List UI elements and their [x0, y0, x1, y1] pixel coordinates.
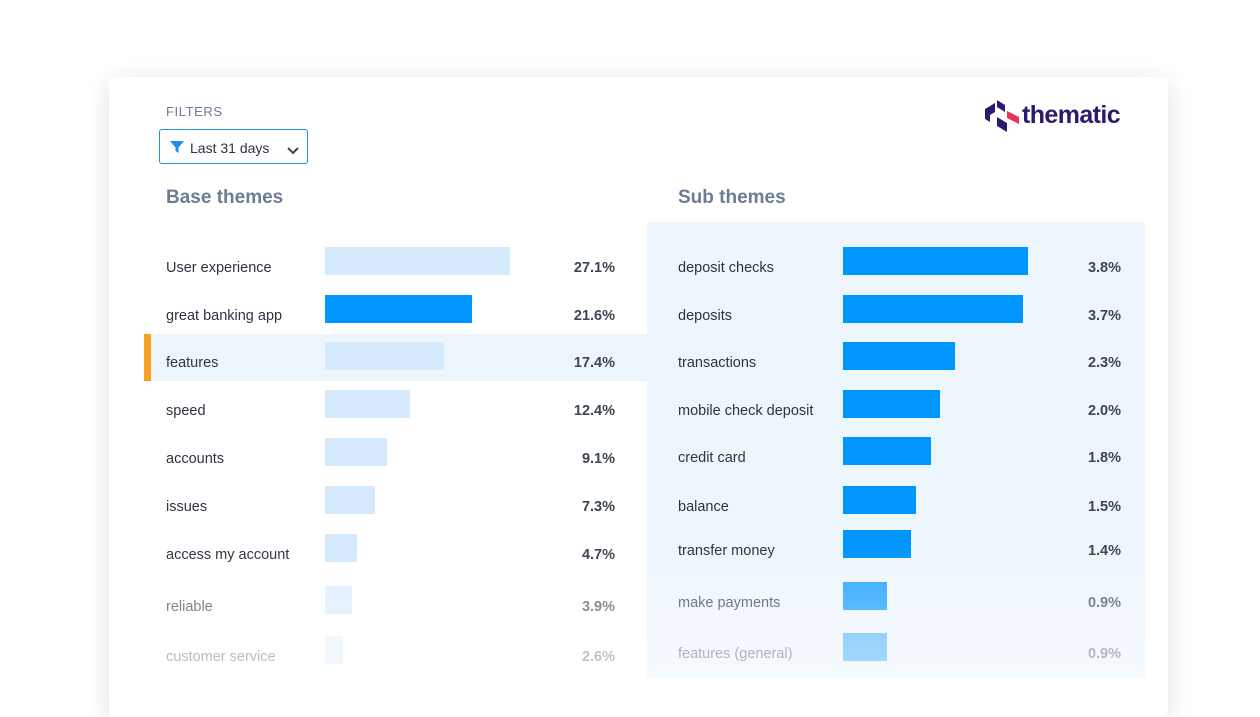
base-theme-label: features — [166, 355, 219, 371]
sub-theme-bar[interactable] — [843, 530, 911, 558]
base-theme-bar[interactable] — [325, 486, 375, 514]
sub-theme-label: features (general) — [678, 646, 793, 662]
sub-theme-percent: 2.0% — [1087, 403, 1121, 419]
sub-theme-row[interactable]: credit card 1.8% — [647, 434, 1145, 481]
date-filter-value: Last 31 days — [190, 140, 270, 156]
sub-theme-row[interactable]: deposits 3.7% — [647, 292, 1145, 339]
base-theme-label: User experience — [166, 260, 272, 276]
selected-row-marker — [144, 334, 151, 381]
sub-theme-bar[interactable] — [843, 247, 1028, 275]
base-theme-percent: 17.4% — [573, 355, 615, 371]
filter-icon — [170, 140, 184, 159]
base-theme-bar[interactable] — [325, 438, 387, 466]
sub-theme-row[interactable]: balance 1.5% — [647, 483, 1145, 530]
base-theme-label: reliable — [166, 599, 213, 615]
sub-theme-percent: 3.8% — [1087, 260, 1121, 276]
sub-theme-label: mobile check deposit — [678, 403, 814, 419]
base-theme-percent: 27.1% — [573, 260, 615, 276]
base-theme-row[interactable]: features 17.4% — [109, 339, 647, 386]
sub-theme-row[interactable]: transfer money 1.4% — [647, 527, 1145, 574]
base-themes-title: Base themes — [166, 187, 284, 208]
base-theme-label: access my account — [166, 547, 290, 563]
base-theme-percent: 12.4% — [573, 403, 615, 419]
base-theme-bar[interactable] — [325, 390, 410, 418]
sub-theme-percent: 2.3% — [1087, 355, 1121, 371]
sub-theme-label: make payments — [678, 595, 781, 611]
base-theme-bar[interactable] — [325, 342, 444, 370]
base-theme-label: speed — [166, 403, 206, 419]
chevron-down-icon — [287, 142, 299, 160]
base-theme-bar[interactable] — [325, 586, 352, 614]
base-theme-percent: 7.3% — [581, 499, 615, 515]
base-theme-percent: 2.6% — [581, 649, 615, 665]
base-theme-row[interactable]: speed 12.4% — [109, 387, 647, 434]
sub-themes-title: Sub themes — [678, 187, 786, 208]
sub-theme-percent: 1.5% — [1087, 499, 1121, 515]
sub-theme-row[interactable]: transactions 2.3% — [647, 339, 1145, 386]
thematic-logo-mark — [985, 100, 1019, 132]
sub-theme-bar[interactable] — [843, 342, 955, 370]
base-theme-label: issues — [166, 499, 208, 515]
sub-theme-row[interactable]: features (general) 0.9% — [647, 630, 1145, 677]
filters-label: FILTERS — [166, 104, 223, 119]
base-theme-percent: 21.6% — [573, 308, 615, 324]
sub-theme-label: deposit checks — [678, 260, 774, 276]
sub-theme-bar[interactable] — [843, 437, 931, 465]
thematic-logo-text: thematic — [1022, 101, 1121, 129]
base-theme-percent: 9.1% — [581, 451, 615, 467]
base-theme-bar[interactable] — [325, 295, 472, 323]
sub-theme-percent: 1.8% — [1087, 450, 1121, 466]
base-theme-row[interactable]: great banking app 21.6% — [109, 292, 647, 339]
sub-theme-percent: 0.9% — [1087, 646, 1121, 662]
sub-theme-label: balance — [678, 499, 729, 515]
base-theme-bar[interactable] — [325, 636, 343, 664]
base-theme-row[interactable]: customer service 2.6% — [109, 633, 647, 680]
sub-theme-label: transfer money — [678, 543, 775, 559]
theme-dashboard-card: FILTERS Last 31 days thematic Base theme… — [109, 77, 1168, 717]
base-theme-label: customer service — [166, 649, 276, 665]
base-theme-row[interactable]: accounts 9.1% — [109, 435, 647, 482]
sub-theme-bar[interactable] — [843, 582, 887, 610]
sub-theme-bar[interactable] — [843, 633, 887, 661]
sub-theme-label: credit card — [678, 450, 746, 466]
sub-theme-row[interactable]: mobile check deposit 2.0% — [647, 387, 1145, 434]
base-theme-row[interactable]: reliable 3.9% — [109, 583, 647, 630]
base-theme-bar[interactable] — [325, 534, 357, 562]
sub-theme-bar[interactable] — [843, 390, 940, 418]
base-theme-row[interactable]: issues 7.3% — [109, 483, 647, 530]
base-theme-bar[interactable] — [325, 247, 510, 275]
sub-theme-bar[interactable] — [843, 486, 916, 514]
sub-theme-row[interactable]: deposit checks 3.8% — [647, 244, 1145, 291]
base-theme-percent: 4.7% — [581, 547, 615, 563]
sub-theme-row[interactable]: make payments 0.9% — [647, 579, 1145, 626]
date-filter-dropdown[interactable]: Last 31 days — [159, 129, 308, 164]
sub-theme-percent: 3.7% — [1087, 308, 1121, 324]
base-theme-row[interactable]: access my account 4.7% — [109, 531, 647, 578]
sub-theme-percent: 1.4% — [1087, 543, 1121, 559]
base-theme-label: accounts — [166, 451, 225, 467]
base-theme-row[interactable]: User experience 27.1% — [109, 244, 647, 291]
sub-theme-percent: 0.9% — [1087, 595, 1121, 611]
sub-theme-label: deposits — [678, 308, 733, 324]
base-theme-label: great banking app — [166, 308, 283, 324]
sub-theme-bar[interactable] — [843, 295, 1023, 323]
base-theme-percent: 3.9% — [581, 599, 615, 615]
sub-theme-label: transactions — [678, 355, 757, 371]
